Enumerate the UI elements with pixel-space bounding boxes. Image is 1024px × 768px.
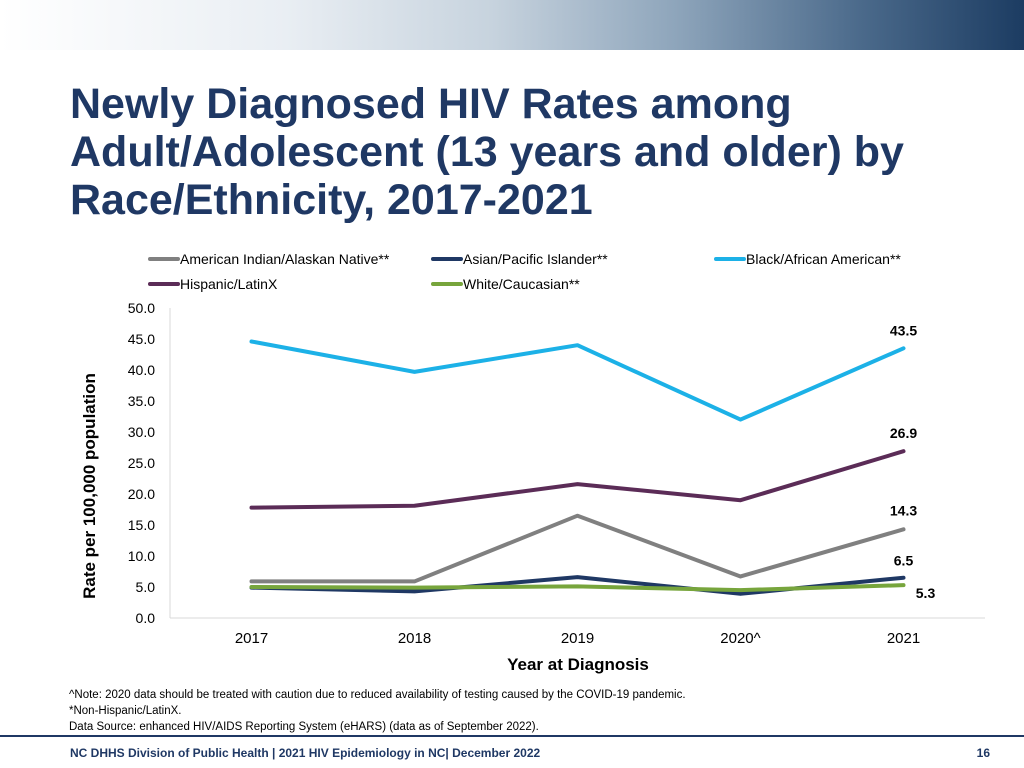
chart-data-labels: 14.3 6.5 43.5 26.9 5.3 <box>890 322 936 601</box>
footnote: ^Note: 2020 data should be treated with … <box>69 689 686 701</box>
y-tick-label: 0.0 <box>136 610 156 626</box>
data-label: 14.3 <box>890 502 917 518</box>
chart-legend: American Indian/Alaskan Native** Asian/Pa… <box>148 251 901 292</box>
series-line <box>249 513 906 584</box>
data-label: 6.5 <box>894 553 914 569</box>
x-tick-label: 2018 <box>398 630 431 647</box>
series-line <box>249 339 906 422</box>
x-axis-title: Year at Diagnosis <box>507 655 649 674</box>
legend-label: Black/African American** <box>746 251 901 267</box>
y-tick-label: 5.0 <box>136 579 156 595</box>
y-tick-label: 25.0 <box>128 455 155 471</box>
y-tick-label: 10.0 <box>128 548 155 564</box>
x-tick-label: 2017 <box>235 630 268 647</box>
series-line <box>249 583 906 593</box>
legend-item: Black/African American** <box>714 251 901 267</box>
legend-label: Hispanic/LatinX <box>180 276 278 292</box>
line-chart: American Indian/Alaskan Native** Asian/Pa… <box>80 251 985 674</box>
footer-text: NC DHHS Division of Public Health | 2021… <box>70 746 541 760</box>
page-number: 16 <box>976 746 990 760</box>
data-label: 26.9 <box>890 425 917 441</box>
x-tick-label: 2021 <box>887 630 920 647</box>
footnotes: ^Note: 2020 data should be treated with … <box>69 687 686 735</box>
legend-item: White/Caucasian** <box>431 276 580 292</box>
header-gradient-band <box>0 0 1024 50</box>
y-tick-label: 45.0 <box>128 331 155 347</box>
data-label: 5.3 <box>916 585 936 601</box>
y-axis-title: Rate per 100,000 population <box>80 373 99 599</box>
x-tick-label: 2020^ <box>720 630 760 647</box>
legend-label: Asian/Pacific Islander** <box>463 251 608 267</box>
page-title: Newly Diagnosed HIV Rates among Adult/Ad… <box>70 80 990 224</box>
y-tick-label: 35.0 <box>128 393 155 409</box>
y-tick-label: 20.0 <box>128 486 155 502</box>
footer-divider <box>0 735 1024 737</box>
x-tick-label: 2019 <box>561 630 594 647</box>
legend-label: American Indian/Alaskan Native** <box>180 251 390 267</box>
legend-item: Hispanic/LatinX <box>148 276 278 292</box>
legend-label: White/Caucasian** <box>463 276 580 292</box>
title-line: Race/Ethnicity, 2017-2021 <box>70 176 593 224</box>
footnote: Data Source: enhanced HIV/AIDS Reporting… <box>69 721 539 733</box>
series-line <box>249 449 906 510</box>
title-line: Adult/Adolescent (13 years and older) by <box>70 128 904 176</box>
legend-item: American Indian/Alaskan Native** <box>148 251 390 267</box>
chart-axes: 0.0 5.0 10.0 15.0 20.0 25.0 30.0 35.0 40.0 45.0 50… <box>128 300 985 647</box>
chart-series <box>249 339 906 596</box>
y-tick-label: 15.0 <box>128 517 155 533</box>
y-tick-label: 40.0 <box>128 362 155 378</box>
data-label: 43.5 <box>890 322 917 338</box>
y-tick-label: 30.0 <box>128 424 155 440</box>
title-line: Newly Diagnosed HIV Rates among <box>70 80 792 128</box>
footnote: *Non-Hispanic/LatinX. <box>69 705 182 717</box>
legend-item: Asian/Pacific Islander** <box>431 251 608 267</box>
y-tick-label: 50.0 <box>128 300 155 316</box>
